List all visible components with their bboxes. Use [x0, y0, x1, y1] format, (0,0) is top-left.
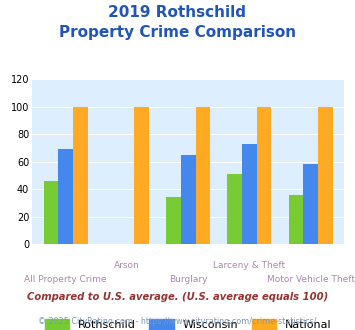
Text: Motor Vehicle Theft: Motor Vehicle Theft — [267, 275, 355, 284]
Legend: Rothschild, Wisconsin, National: Rothschild, Wisconsin, National — [45, 319, 332, 330]
Bar — [289, 195, 303, 244]
Bar — [196, 107, 210, 244]
Bar — [318, 107, 333, 244]
Bar — [227, 174, 242, 244]
Bar — [134, 107, 149, 244]
Text: Compared to U.S. average. (U.S. average equals 100): Compared to U.S. average. (U.S. average … — [27, 292, 328, 302]
Bar — [58, 149, 73, 244]
Bar — [166, 197, 181, 244]
Text: Larceny & Theft: Larceny & Theft — [213, 261, 285, 270]
Bar — [181, 155, 196, 244]
Bar — [44, 181, 58, 244]
Text: Arson: Arson — [114, 261, 140, 270]
Bar — [242, 144, 257, 244]
Text: © 2025 CityRating.com - https://www.cityrating.com/crime-statistics/: © 2025 CityRating.com - https://www.city… — [38, 317, 317, 326]
Text: Property Crime Comparison: Property Crime Comparison — [59, 25, 296, 40]
Text: 2019 Rothschild: 2019 Rothschild — [109, 5, 246, 20]
Bar — [303, 164, 318, 244]
Bar — [257, 107, 272, 244]
Text: Burglary: Burglary — [169, 275, 207, 284]
Bar — [73, 107, 88, 244]
Text: All Property Crime: All Property Crime — [24, 275, 107, 284]
